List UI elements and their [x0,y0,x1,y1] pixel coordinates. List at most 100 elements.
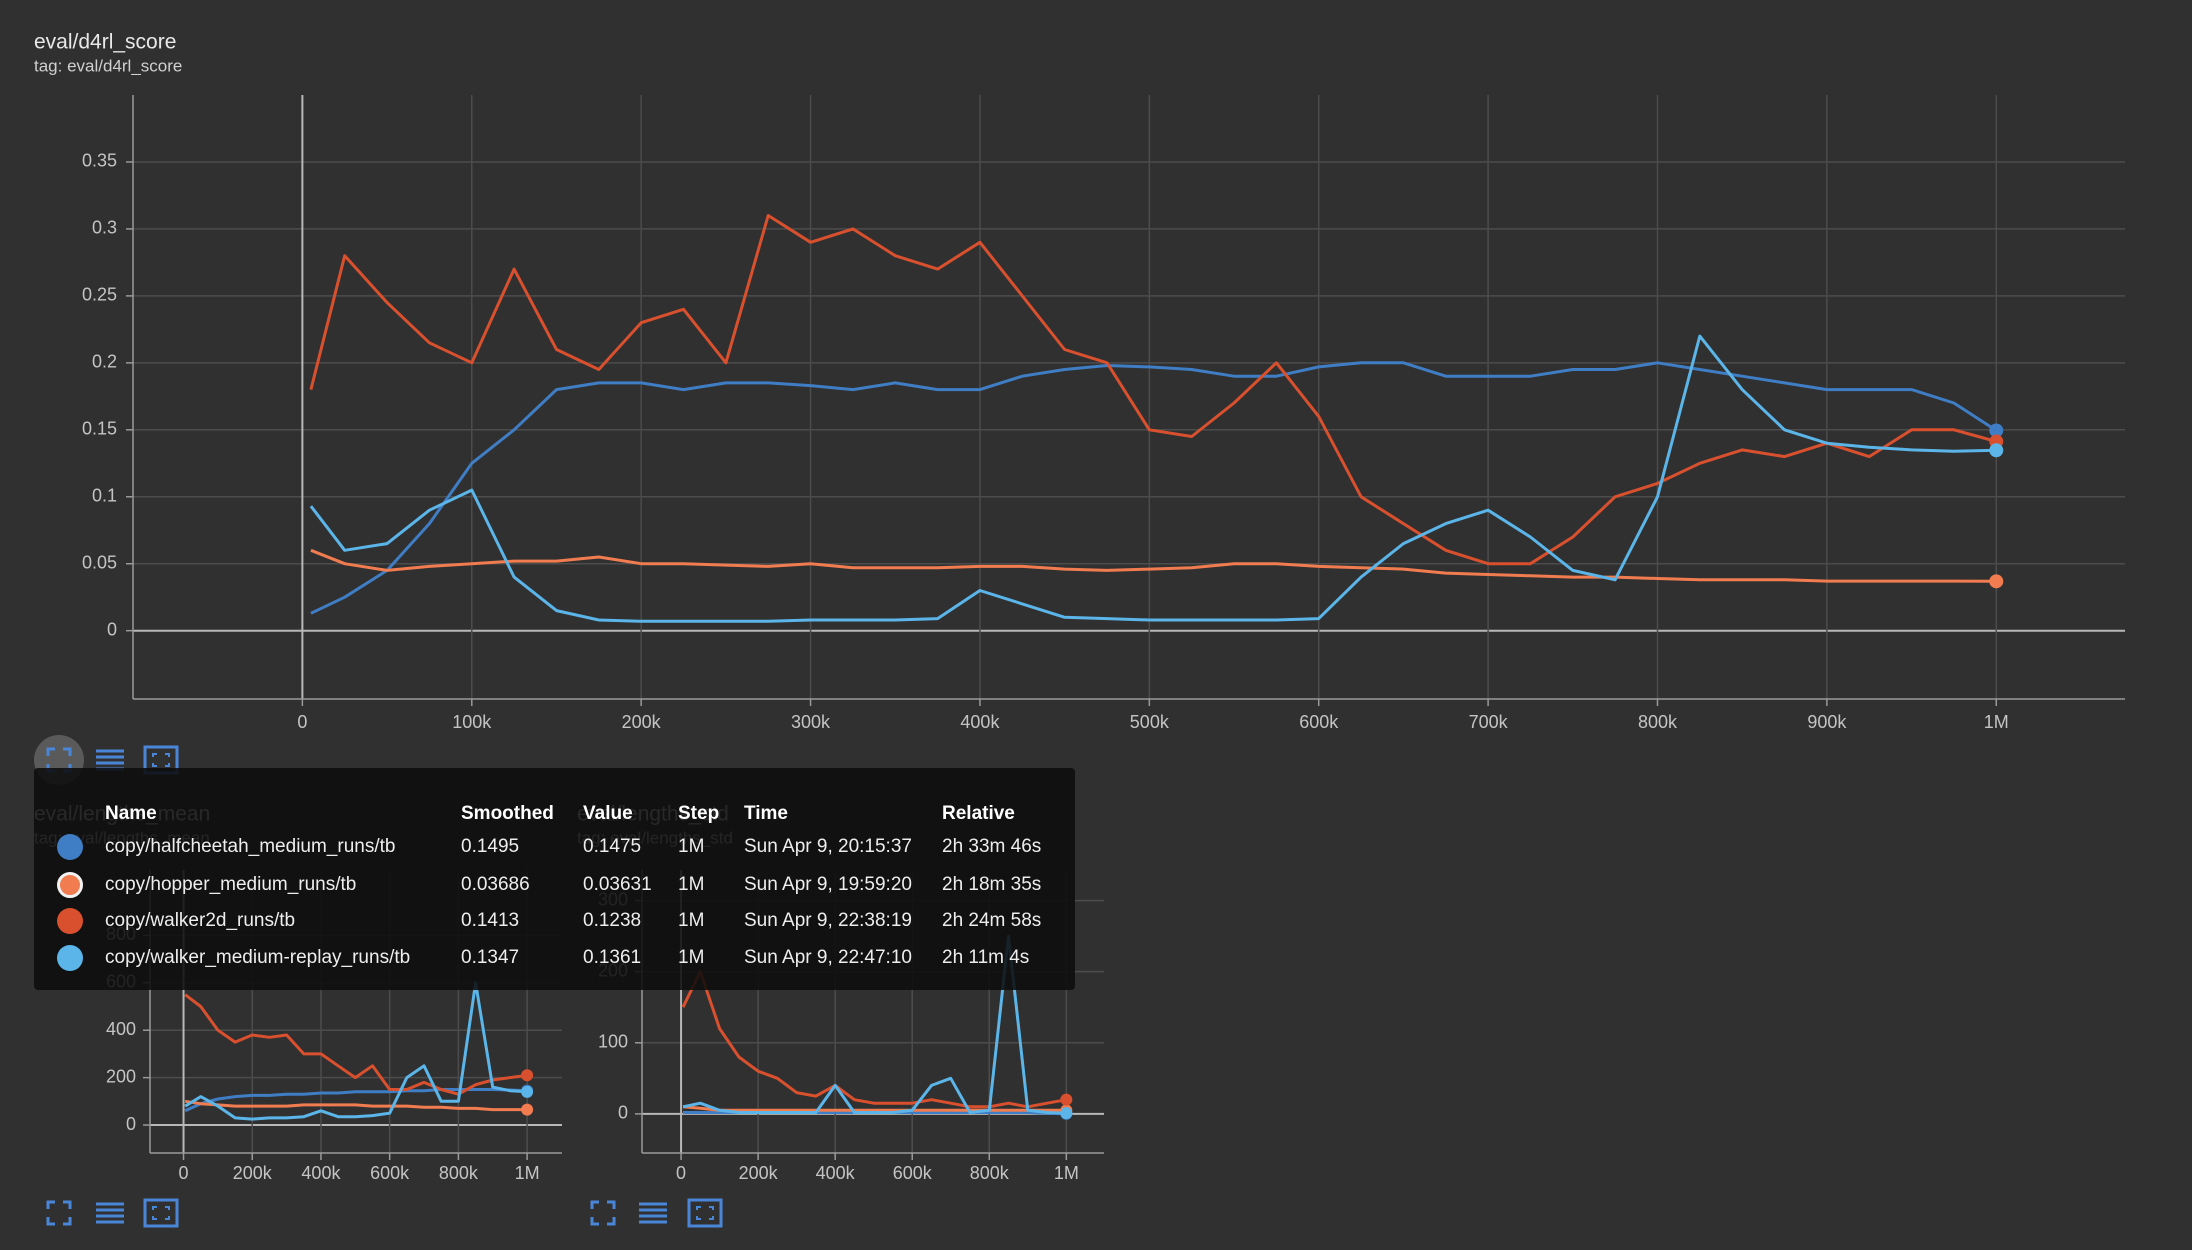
raw-value: 0.1475 [583,836,642,857]
legend-button[interactable] [96,1202,124,1224]
end-point [521,1069,534,1082]
fullscreen-button[interactable] [46,1200,72,1226]
fullscreen-button[interactable] [46,747,72,773]
time: Sun Apr 9, 22:38:19 [744,910,912,931]
tooltip-header: Value [583,803,633,824]
end-point [521,1103,534,1116]
x-tick-label: 400k [816,1163,856,1183]
x-tick-label: 0 [179,1163,189,1183]
end-point [1060,1107,1073,1120]
end-point [1989,443,2004,458]
run-name: copy/halfcheetah_medium_runs/tb [105,836,396,857]
x-tick-label: 500k [1130,712,1170,732]
end-point [1989,574,2004,589]
x-tick-label: 1M [515,1163,540,1183]
end-point [1989,423,2004,438]
x-tick-label: 600k [893,1163,933,1183]
y-tick-label: 0 [618,1103,628,1123]
series-line [309,214,1997,566]
x-tick-label: 200k [622,712,662,732]
series-swatch [57,834,83,860]
chart-subtitle: tag: eval/d4rl_score [34,56,182,75]
x-tick-label: 1M [1054,1163,1079,1183]
legend-button[interactable] [96,749,124,771]
y-tick-label: 0.25 [82,285,117,305]
x-tick-label: 100k [452,712,492,732]
series-line [310,548,1997,583]
relative-time: 2h 24m 58s [942,910,1042,931]
x-tick-label: 300k [791,712,831,732]
series-swatch [57,945,83,971]
smoothed-value: 0.03686 [461,874,530,895]
x-tick-label: 600k [370,1163,410,1183]
relative-time: 2h 33m 46s [942,836,1042,857]
run-name: copy/walker_medium-replay_runs/tb [105,947,411,968]
step: 1M [678,947,705,968]
time: Sun Apr 9, 20:15:37 [744,836,912,857]
x-tick-label: 900k [1807,712,1847,732]
tooltip-header: Relative [942,803,1015,824]
y-tick-label: 0.05 [82,552,117,572]
step: 1M [678,874,705,895]
plot-area [681,934,1067,1116]
y-tick-label: 0.1 [92,486,117,506]
x-tick-label: 700k [1469,712,1509,732]
smoothed-value: 0.1495 [461,836,520,857]
raw-value: 0.1361 [583,947,642,968]
x-tick-label: 200k [739,1163,779,1183]
x-tick-label: 0 [676,1163,686,1183]
tooltip-header: Time [744,803,789,824]
step: 1M [678,910,705,931]
series-line [184,981,528,1121]
tooltip-header: Step [678,803,720,824]
relative-time: 2h 18m 35s [942,874,1042,895]
plot-area [184,981,528,1121]
raw-value: 0.03631 [583,874,652,895]
series-swatch [57,872,83,898]
legend-button[interactable] [639,1202,667,1224]
x-tick-label: 0 [297,712,307,732]
series-swatch [57,908,83,934]
x-tick-label: 600k [1299,712,1339,732]
series-line [681,970,1067,1109]
step: 1M [678,836,705,857]
y-tick-label: 100 [598,1032,628,1052]
fit-domain-button[interactable] [687,1198,723,1228]
y-tick-label: 0.15 [82,419,117,439]
series-line [309,334,1997,623]
series-line [310,361,1998,615]
x-tick-label: 800k [1638,712,1678,732]
tooltip-header: Smoothed [461,803,554,824]
smoothed-value: 0.1413 [461,910,520,931]
x-tick-label: 800k [439,1163,479,1183]
x-tick-label: 1M [1984,712,2009,732]
chart-title: eval/d4rl_score [34,31,176,54]
relative-time: 2h 11m 4s [942,947,1030,968]
series-line [184,993,528,1096]
y-tick-label: 200 [106,1066,136,1086]
tooltip-header: Name [105,803,157,824]
series-line [682,1105,1067,1112]
chart: eval/d4rl_score tag: eval/d4rl_score 0 0.05… [34,31,2125,732]
x-tick-label: 400k [960,712,1000,732]
y-tick-label: 0.35 [82,151,117,171]
time: Sun Apr 9, 22:47:10 [744,947,912,968]
x-tick-label: 400k [301,1163,341,1183]
tooltip: Name Smoothed Value Step Time Relative copy/ha… [34,768,1075,990]
fit-domain-button[interactable] [143,1198,179,1228]
y-tick-label: 0.3 [92,218,117,238]
run-name: copy/walker2d_runs/tb [105,910,296,931]
y-tick-label: 0.2 [92,352,117,372]
x-tick-label: 800k [970,1163,1010,1183]
series-line [184,1099,528,1112]
series-line [682,934,1067,1115]
plot-area [309,214,1998,623]
end-point [521,1085,534,1098]
run-name: copy/hopper_medium_runs/tb [105,874,357,895]
fullscreen-button[interactable] [590,1200,616,1226]
raw-value: 0.1238 [583,910,642,931]
y-tick-label: 0 [107,619,117,639]
x-tick-label: 200k [233,1163,273,1183]
